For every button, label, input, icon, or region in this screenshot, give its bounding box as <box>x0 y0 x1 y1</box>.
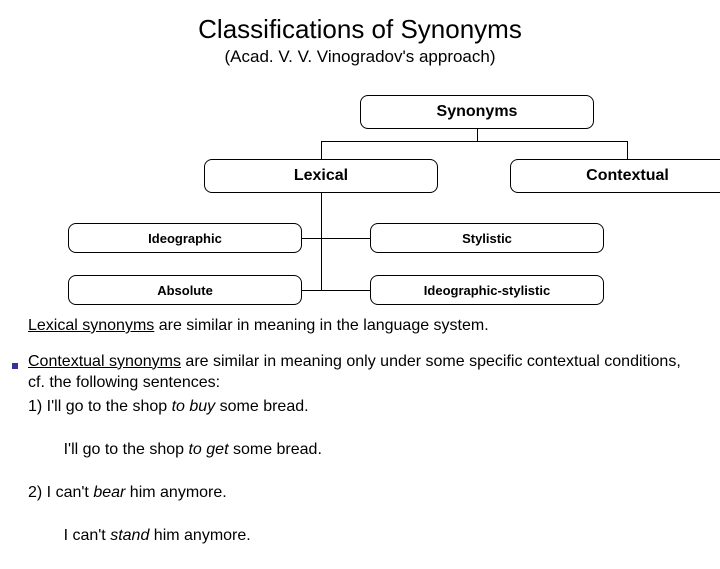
example-line: I'll go to the shop to get some bread. <box>28 417 692 482</box>
node-ideographic-stylistic: Ideographic-stylistic <box>370 275 604 305</box>
text: are similar in meaning in the language s… <box>154 317 488 334</box>
example-line: 1) I'll go to the shop to buy some bread… <box>28 396 692 418</box>
italic: bear <box>93 484 125 501</box>
node-contextual: Contextual <box>510 159 720 193</box>
connector <box>321 193 322 290</box>
example-line: 2) I can't bear him anymore. <box>28 482 692 504</box>
italic: to get <box>188 441 228 458</box>
text: some bread. <box>215 398 308 415</box>
paragraph-contextual: Contextual synonyms are similar in meani… <box>28 351 692 394</box>
tree-diagram: Synonyms Lexical Contextual Ideographic … <box>0 75 720 305</box>
node-label: Absolute <box>157 283 213 298</box>
node-label: Contextual <box>586 167 669 185</box>
connector <box>321 141 322 159</box>
node-label: Lexical <box>294 167 348 185</box>
text: 2) I can't <box>28 484 93 501</box>
node-label: Ideographic <box>148 231 222 246</box>
node-stylistic: Stylistic <box>370 223 604 253</box>
node-ideographic: Ideographic <box>68 223 302 253</box>
text: him anymore. <box>125 484 226 501</box>
term-lexical: Lexical synonyms <box>28 317 154 334</box>
node-synonyms: Synonyms <box>360 95 594 129</box>
paragraph-lexical: Lexical synonyms are similar in meaning … <box>28 315 692 337</box>
connector <box>627 141 628 159</box>
text: him anymore. <box>149 527 250 544</box>
connector <box>321 141 628 142</box>
text: 1) I'll go to the shop <box>28 398 172 415</box>
connector <box>477 129 478 141</box>
text: I can't <box>46 527 110 544</box>
node-label: Synonyms <box>437 103 518 121</box>
example-line: I can't stand him anymore. <box>28 504 692 569</box>
node-absolute: Absolute <box>68 275 302 305</box>
node-lexical: Lexical <box>204 159 438 193</box>
bullet-icon <box>12 363 18 369</box>
italic: to buy <box>172 398 216 415</box>
text: some bread. <box>229 441 322 458</box>
node-label: Stylistic <box>462 231 512 246</box>
node-label: Ideographic-stylistic <box>424 283 550 298</box>
term-contextual: Contextual synonyms <box>28 353 181 370</box>
page-subtitle: (Acad. V. V. Vinogradov's approach) <box>0 45 720 75</box>
text: I'll go to the shop <box>46 441 189 458</box>
italic: stand <box>110 527 149 544</box>
body-text: Lexical synonyms are similar in meaning … <box>0 305 720 569</box>
page-title: Classifications of Synonyms <box>0 0 720 45</box>
